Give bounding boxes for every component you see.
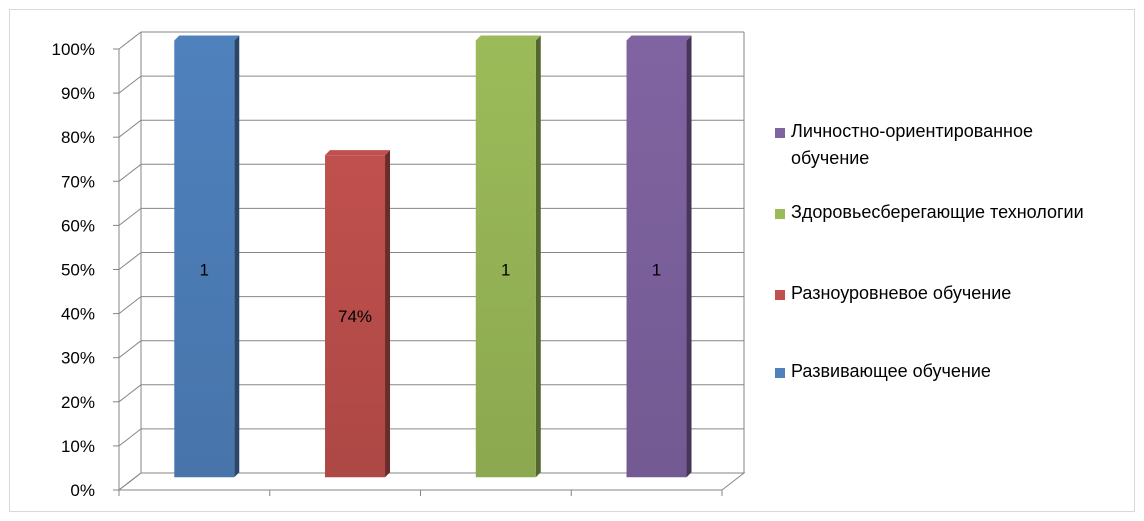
bar-front (325, 155, 386, 478)
y-tick-label: 80% (61, 128, 95, 147)
y-tick-label: 20% (61, 393, 95, 412)
bar (626, 35, 692, 478)
bar-top (626, 35, 692, 41)
bar-top (475, 35, 541, 41)
bar-data-label: 1 (200, 261, 209, 280)
y-tick-label: 60% (61, 216, 95, 235)
y-tick-label: 90% (61, 84, 95, 103)
bar (325, 150, 391, 478)
bar-top (174, 35, 240, 41)
legend-swatch (775, 209, 785, 219)
bar (174, 35, 240, 478)
gridline-depth (118, 252, 142, 270)
y-tick-label: 50% (61, 261, 95, 280)
bar-front (475, 40, 536, 478)
legend-item: Разноуровневое обучение (775, 283, 1111, 307)
legend-item: Развивающее обучение (775, 361, 1111, 385)
gridline-depth (118, 384, 142, 403)
gridline-depth (118, 340, 142, 359)
legend-label: Здоровьесберегающие технологии (791, 202, 1084, 222)
axis-layer: 0% 10% 20% 30% 40% 50% 60% 70% 80% 90% 100% (52, 40, 723, 500)
y-tick-label: 10% (61, 437, 95, 456)
legend-swatch (775, 368, 785, 378)
bar-data-label: 74% (338, 307, 372, 326)
y-tick-label: 70% (61, 172, 95, 191)
y-tick-label: 100% (52, 40, 95, 59)
y-tick-label: 40% (61, 305, 95, 324)
bar-front (626, 40, 687, 478)
legend-label: Личностно-ориентированное обучение (791, 121, 1034, 168)
legend-swatch (775, 290, 785, 300)
bar (475, 35, 541, 478)
bar-layer (174, 35, 692, 478)
bar-side (535, 35, 541, 478)
y-tick-label: 30% (61, 349, 95, 368)
gridline-depth (118, 119, 142, 138)
gridline-depth (118, 428, 142, 447)
legend-item: Здоровьесберегающие технологии (775, 202, 1111, 226)
bar-data-label: 1 (652, 261, 661, 280)
bar-top (325, 150, 391, 156)
bar-data-label: 1 (501, 261, 510, 280)
bar-side (385, 150, 391, 478)
bar-front (174, 40, 235, 478)
bar-side (234, 35, 240, 478)
y-tick-label: 0% (70, 481, 95, 500)
gridline-depth (118, 163, 142, 182)
gridline-depth (118, 208, 142, 226)
label-layer: 1 74% 1 1 (200, 261, 662, 327)
gridline-depth (118, 31, 142, 50)
gridline-depth (118, 296, 142, 314)
gridline-depth (118, 75, 142, 94)
legend-label: Разноуровневое обучение (791, 283, 1012, 303)
legend-item: Личностно-ориентированное обучение (775, 121, 1111, 172)
bar-side (686, 35, 692, 478)
legend-swatch (775, 128, 785, 138)
legend-label: Развивающее обучение (791, 361, 991, 381)
